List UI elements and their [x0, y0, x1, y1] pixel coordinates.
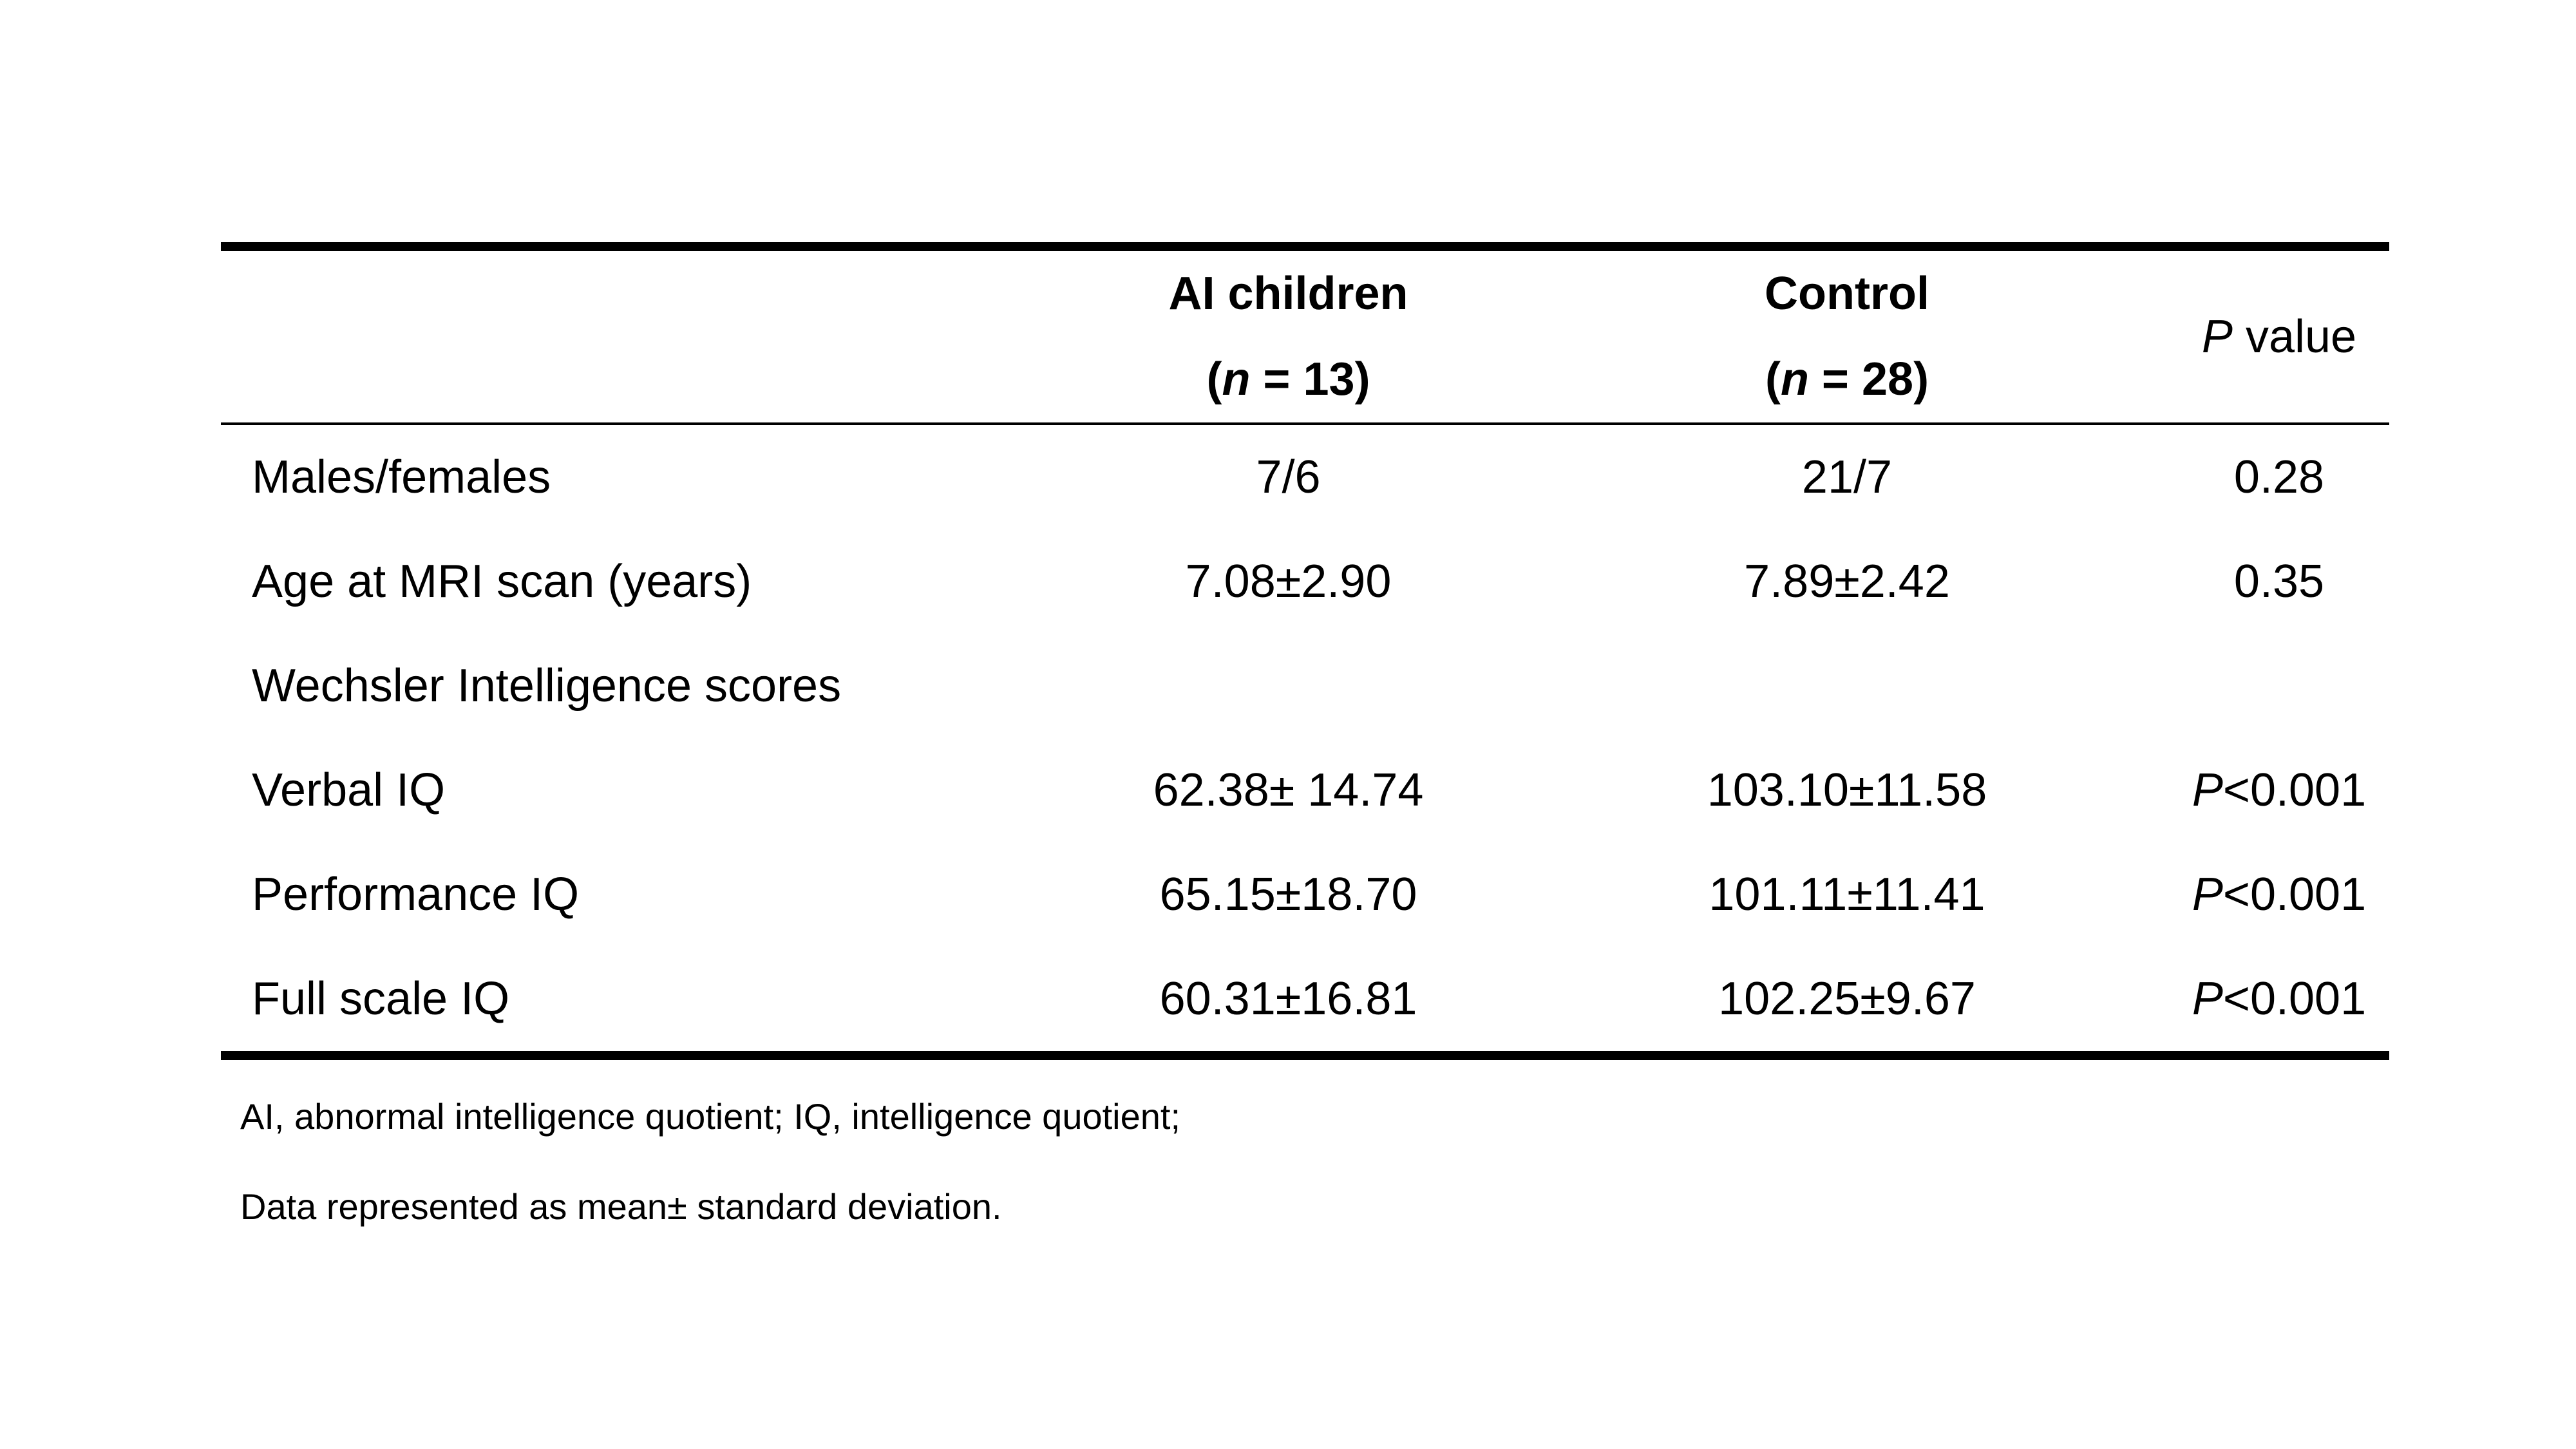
control-value: [1525, 634, 2169, 738]
header-control: Control (n = 28): [1525, 251, 2169, 422]
ai-children-value: 62.38± 14.74: [1153, 764, 1424, 816]
table-row-performance-iq: Performance IQ 65.15±18.70 101.11±11.41 …: [221, 842, 2389, 947]
table-bottom-rule: [221, 1051, 2389, 1060]
control-value: 101.11±11.41: [1709, 869, 1985, 920]
table-row-full-scale-iq: Full scale IQ 60.31±16.81 102.25±9.67 P <…: [221, 947, 2389, 1051]
header-p-value: P value: [2169, 251, 2389, 422]
header-empty-cell: [221, 251, 1052, 422]
ai-children-value: 7.08±2.90: [1185, 556, 1392, 607]
table-row-age-at-mri: Age at MRI scan (years) 7.08±2.90 7.89±2…: [221, 529, 2389, 634]
row-label: Age at MRI scan (years): [252, 556, 752, 607]
footnote-abbreviations: AI, abnormal intelligence quotient; IQ, …: [240, 1096, 1181, 1137]
table-row-wechsler-section: Wechsler Intelligence scores: [221, 634, 2389, 738]
ai-children-value: 65.15±18.70: [1159, 869, 1417, 920]
control-value: 7.89±2.42: [1744, 556, 1950, 607]
header-control-title: Control: [1765, 268, 1929, 319]
table-header-rule: [221, 422, 2389, 425]
ai-children-value: 60.31±16.81: [1159, 973, 1417, 1025]
ai-children-value: [1052, 634, 1525, 738]
row-label: Wechsler Intelligence scores: [252, 660, 842, 712]
control-value: 103.10±11.58: [1707, 764, 1987, 816]
table-body: Males/females 7/6 21/7 0.28 Age at MRI s…: [221, 425, 2389, 1051]
table-top-rule: [221, 242, 2389, 251]
footnote-data-format: Data represented as mean± standard devia…: [240, 1186, 1002, 1227]
table-footnotes: AI, abnormal intelligence quotient; IQ, …: [240, 1095, 1180, 1229]
header-ai-children-title: AI children: [1168, 268, 1408, 319]
table-header-row: AI children (n = 13) Control (n = 28) P …: [221, 251, 2389, 422]
header-ai-children: AI children (n = 13): [1052, 251, 1525, 422]
row-label: Full scale IQ: [252, 973, 510, 1025]
row-label: Verbal IQ: [252, 764, 446, 816]
p-value: [2169, 634, 2389, 738]
p-value: P <0.001: [2192, 869, 2367, 920]
table-row-males-females: Males/females 7/6 21/7 0.28: [221, 425, 2389, 529]
p-value: 0.35: [2233, 556, 2325, 607]
p-value: P <0.001: [2192, 973, 2367, 1025]
header-control-n: (n = 28): [1765, 354, 1929, 405]
demographics-table: AI children (n = 13) Control (n = 28) P …: [221, 242, 2389, 1060]
p-value: 0.28: [2233, 451, 2325, 503]
control-value: 21/7: [1801, 451, 1893, 503]
header-p-value-label: P value: [2201, 310, 2357, 363]
table-row-verbal-iq: Verbal IQ 62.38± 14.74 103.10±11.58 P <0.…: [221, 738, 2389, 842]
p-value: P <0.001: [2192, 764, 2367, 816]
row-label: Males/females: [252, 451, 551, 503]
ai-children-value: 7/6: [1256, 451, 1321, 503]
control-value: 102.25±9.67: [1718, 973, 1976, 1025]
header-ai-children-n: (n = 13): [1206, 354, 1370, 405]
row-label: Performance IQ: [252, 869, 580, 920]
